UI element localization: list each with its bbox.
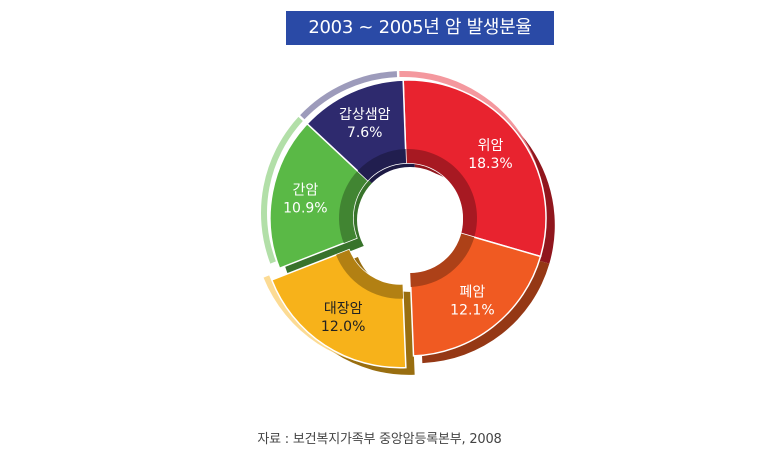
slice-value-2: 12.1% bbox=[450, 302, 494, 318]
slice-label-1: 위암 bbox=[478, 138, 504, 154]
donut-hole bbox=[357, 167, 463, 273]
slice-bevel-2 bbox=[410, 233, 475, 287]
slice-rim-4 bbox=[260, 116, 303, 264]
slice-label-5: 갑상샘암 bbox=[339, 107, 391, 123]
slice-bevel-3 bbox=[336, 249, 404, 299]
slice-value-3: 12.0% bbox=[321, 319, 365, 335]
slice-label-3: 대장암 bbox=[324, 301, 363, 317]
slice-bevel-1 bbox=[405, 149, 478, 238]
slice-bevel-5 bbox=[357, 149, 407, 181]
slice-bevel-4 bbox=[339, 170, 368, 244]
labels-layer: 위암 18.3% 폐암 12.1% 대장암 12.0% 간암 10.9% 갑상샘암 7.6% bbox=[283, 107, 513, 335]
source-note: 자료 : 보건복지가족부 중앙암등록본부, 2008 bbox=[257, 432, 502, 447]
slice-label-4: 간암 bbox=[292, 182, 318, 198]
slice-value-5: 7.6% bbox=[347, 125, 383, 141]
chart-title: 2003 ~ 2005년 암 발생분율 bbox=[286, 11, 554, 45]
slice-label-2: 폐암 bbox=[460, 284, 486, 300]
slices-layer bbox=[260, 71, 555, 375]
slice-rim-5 bbox=[300, 71, 398, 120]
slice-value-1: 18.3% bbox=[468, 156, 512, 172]
slice-1 bbox=[402, 79, 547, 258]
slice-value-4: 10.9% bbox=[283, 200, 327, 216]
